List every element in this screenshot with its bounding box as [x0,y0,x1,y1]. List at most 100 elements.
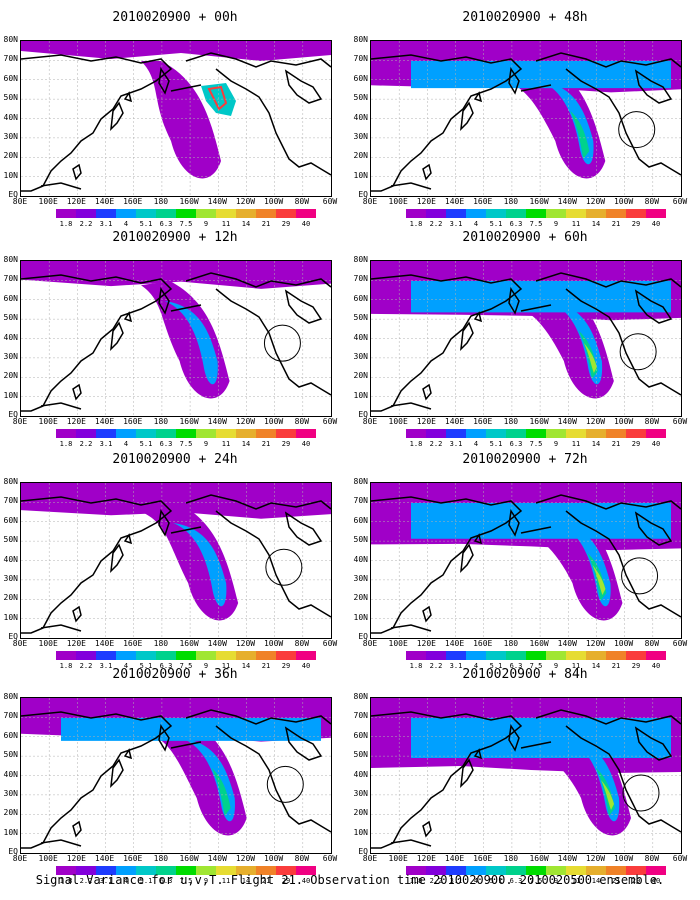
lat-tick-label: 10N [3,390,18,400]
colorbar-label: 2.2 [79,440,93,448]
lon-tick-label: 80W [294,417,310,426]
colorbar-swatch [606,209,626,218]
lon-tick-label: 160W [179,854,199,863]
colorbar-swatch [406,866,426,875]
lon-tick-label: 160E [123,854,143,863]
colorbar-swatch [136,209,156,218]
colorbar-label: 21 [611,220,621,228]
coastline [158,508,170,537]
colorbar-swatch [546,209,566,218]
colorbar-label: 14 [591,662,601,670]
coastline [215,68,331,176]
coastline [473,311,483,323]
lat-tick-label: 10N [353,827,368,837]
lon-tick-label: 100E [38,197,58,206]
coastline [185,709,331,725]
signal-area [211,768,231,816]
colorbar-label: 2.2 [429,440,443,448]
lat-tick-label: 10N [3,612,18,622]
field-plot [371,483,681,638]
signal-area [583,343,597,373]
lon-tick-label: 100E [38,417,58,426]
lon-tick-label: 160E [473,197,493,206]
panel-title: 2010020900 + 48h [462,10,588,25]
colorbar-swatch [486,651,506,660]
lon-tick-label: 160E [473,417,493,426]
colorbar-label: 6.3 [159,877,173,885]
lat-tick-label: 80N [3,692,18,701]
lon-tick-label: 160E [473,639,493,648]
lat-tick-label: 30N [353,351,368,361]
lat-tick-label: 40N [353,554,368,564]
colorbar-swatch [156,429,176,438]
colorbar-swatch [506,651,526,660]
field-plot [371,261,681,416]
lon-tick-label: 80E [12,417,28,426]
colorbar-label: 2.2 [429,220,443,228]
colorbar [406,429,666,438]
colorbar-swatch [56,866,76,875]
colorbar-label: 5.1 [489,440,503,448]
colorbar-label: 21 [261,440,271,448]
coastline [520,526,552,534]
colorbar-label: 5.1 [139,877,153,885]
lon-tick-label: 120W [585,197,606,206]
colorbar-swatch [446,429,466,438]
lon-tick-label: 80W [644,197,660,206]
signal-area [173,523,227,607]
colorbar-swatch [276,209,296,218]
signal-area [570,111,590,159]
lat-tick-label: 50N [353,313,368,323]
signal-area [548,301,603,385]
colorbar-label: 9 [203,662,209,670]
colorbar-swatch [646,866,666,875]
colorbar-swatch [76,651,96,660]
lon-tick-label: 140E [94,639,115,648]
coastline [40,839,82,847]
colorbar-swatch [626,429,646,438]
coastline [185,272,331,288]
lon-tick-label: 80W [294,639,310,648]
colorbar-label: 7.5 [179,220,193,228]
lat-tick-label: 40N [353,112,368,122]
flight-track-circle [622,774,660,812]
lat-tick-label: 40N [353,769,368,779]
colorbar-swatch [196,866,216,875]
colorbar-label: 40 [301,220,311,228]
lon-tick-label: 120W [585,417,606,426]
colorbar-label: 40 [301,877,311,885]
coastline [284,69,323,104]
lon-tick-label: 160E [123,417,143,426]
lat-tick-label: 70N [353,274,368,284]
coastline [110,101,124,132]
lon-tick-label: 80E [362,854,378,863]
colorbar-label: 5.1 [489,220,503,228]
lon-tick-label: 60W [672,417,688,426]
signal-area [411,503,671,539]
lat-tick-label: EQ [358,190,368,199]
colorbar-swatch [196,651,216,660]
coastline [170,84,202,92]
colorbar-swatch [216,209,236,218]
panel-title: 2010020900 + 00h [112,10,238,25]
lat-tick-label: EQ [8,632,18,641]
map-plot [20,697,332,854]
colorbar-label: 3.1 [449,220,463,228]
lat-tick-label: 80N [353,477,368,486]
colorbar-swatch [276,429,296,438]
coastline [634,69,673,104]
coastline [371,274,523,412]
lon-tick-label: 140W [207,639,227,648]
lat-tick-label: 60N [353,293,368,303]
colorbar-label: 1.8 [409,877,423,885]
coastline [634,726,673,761]
lat-tick-label: 20N [353,151,368,161]
colorbar-swatch [466,209,486,218]
colorbar-label: 4 [123,662,129,670]
lat-tick-label: 10N [353,612,368,622]
colorbar-swatch [466,651,486,660]
flight-track-circle [266,765,304,803]
colorbar-label: 1.8 [409,440,423,448]
colorbar-swatch [526,866,546,875]
colorbar-swatch [566,209,586,218]
